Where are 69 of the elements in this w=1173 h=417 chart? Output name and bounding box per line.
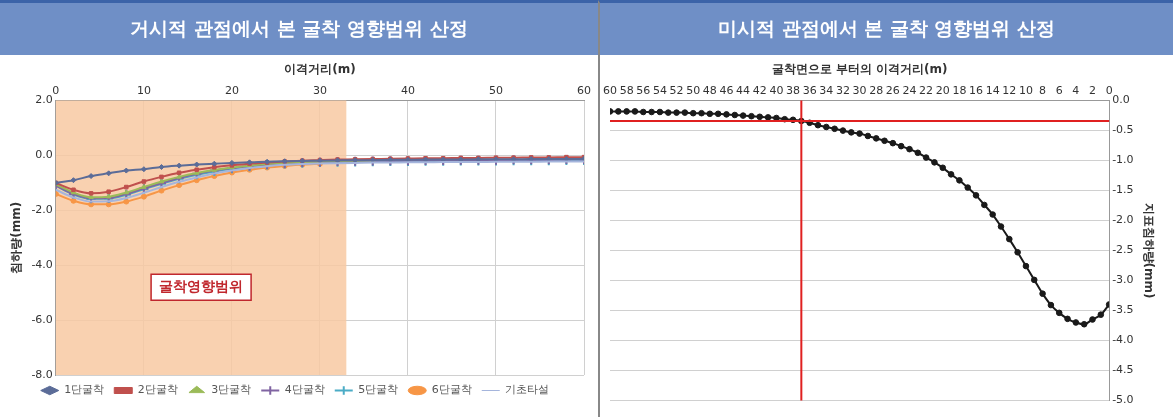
y-tick-label: -2.0 <box>31 203 53 217</box>
legend-label: 4단굴착 <box>284 383 325 397</box>
x-tick-label: 8 <box>1039 83 1047 97</box>
x-tick-label: 6 <box>1055 83 1063 97</box>
y2-tick-label: -2.0 <box>1112 213 1134 227</box>
x-tick-label: 30 <box>312 83 327 97</box>
x-tick-label: 60 <box>603 83 617 97</box>
x-tick-label: 44 <box>736 83 751 97</box>
x-tick-label: 2 <box>1089 83 1096 97</box>
x-tick-label: 4 <box>1072 83 1080 97</box>
x-tick-label: 48 <box>702 83 717 97</box>
x-tick-label: 58 <box>619 83 634 97</box>
y2-tick-label: -4.5 <box>1112 363 1134 377</box>
y2-tick-label: -5.0 <box>1112 393 1134 407</box>
y-tick-label: -4.0 <box>31 258 53 272</box>
chart-title: 거시적 관점에서 본 굴착 영향범위 산정 <box>0 3 598 55</box>
y-tick-label: -6.0 <box>31 312 53 326</box>
x-tick-label: 50 <box>686 83 701 97</box>
legend-label: 기초타설 <box>505 383 550 397</box>
y2-tick-label: -3.0 <box>1112 273 1134 287</box>
x-tick-label: 0 <box>52 83 60 97</box>
x-tick-label: 36 <box>802 83 817 97</box>
y2-tick-label: -0.5 <box>1112 123 1134 137</box>
x-tick-label: 14 <box>985 83 1000 97</box>
y2-axis-title: 지표침하량(mm) <box>1141 202 1156 299</box>
x-tick-label: 30 <box>852 83 867 97</box>
x-tick-label: 38 <box>786 83 801 97</box>
y-axis-title: 침하량(mm) <box>9 201 24 274</box>
legend-label: 2단굴착 <box>137 383 178 397</box>
x-tick-label: 26 <box>885 83 900 97</box>
x-tick-label: 56 <box>636 83 651 97</box>
legend-label: 6단굴착 <box>431 383 472 397</box>
legend-label: 1단굴착 <box>64 383 105 397</box>
x-tick-label: 54 <box>652 83 667 97</box>
chart-title: 미시적 관점에서 본 굴착 영향범위 산정 <box>600 3 1173 55</box>
band-label: 굴착영향범위 <box>159 277 244 294</box>
y2-tick-label: -1.5 <box>1112 183 1134 197</box>
x-tick-label: 10 <box>136 83 151 97</box>
x-tick-label: 40 <box>400 83 415 97</box>
x-tick-label: 24 <box>902 83 917 97</box>
x-axis-title: 이격거리(m) <box>284 62 356 77</box>
x-tick-label: 18 <box>952 83 967 97</box>
x-tick-label: 12 <box>1002 83 1017 97</box>
x-tick-label: 20 <box>935 83 950 97</box>
x-tick-label: 60 <box>577 83 591 97</box>
x-tick-label: 42 <box>752 83 767 97</box>
y2-tick-label: -1.0 <box>1112 153 1134 167</box>
x-tick-label: 0 <box>1105 83 1113 97</box>
x-tick-label: 40 <box>769 83 784 97</box>
y2-tick-label: -2.5 <box>1112 243 1134 257</box>
x-tick-label: 10 <box>1018 83 1033 97</box>
x-tick-label: 46 <box>719 83 734 97</box>
x-tick-label: 22 <box>919 83 934 97</box>
x-tick-label: 34 <box>819 83 834 97</box>
x-tick-label: 52 <box>669 83 684 97</box>
y-tick-label: -8.0 <box>31 367 53 381</box>
x-tick-label: 20 <box>224 83 239 97</box>
x-tick-label: 16 <box>969 83 984 97</box>
x-tick-label: 32 <box>835 83 850 97</box>
y-tick-label: 2.0 <box>35 93 53 107</box>
x-tick-label: 50 <box>488 83 503 97</box>
x-tick-label: 28 <box>869 83 884 97</box>
legend-label: 5단굴착 <box>358 383 399 397</box>
y2-tick-label: 0.0 <box>1112 93 1130 107</box>
y-tick-label: 0.0 <box>35 148 53 162</box>
x-axis-title: 굴착면으로 부터의 이격거리(m) <box>771 62 948 77</box>
y2-tick-label: -4.0 <box>1112 333 1134 347</box>
legend-label: 3단굴착 <box>211 383 252 397</box>
y2-tick-label: -3.5 <box>1112 303 1134 317</box>
